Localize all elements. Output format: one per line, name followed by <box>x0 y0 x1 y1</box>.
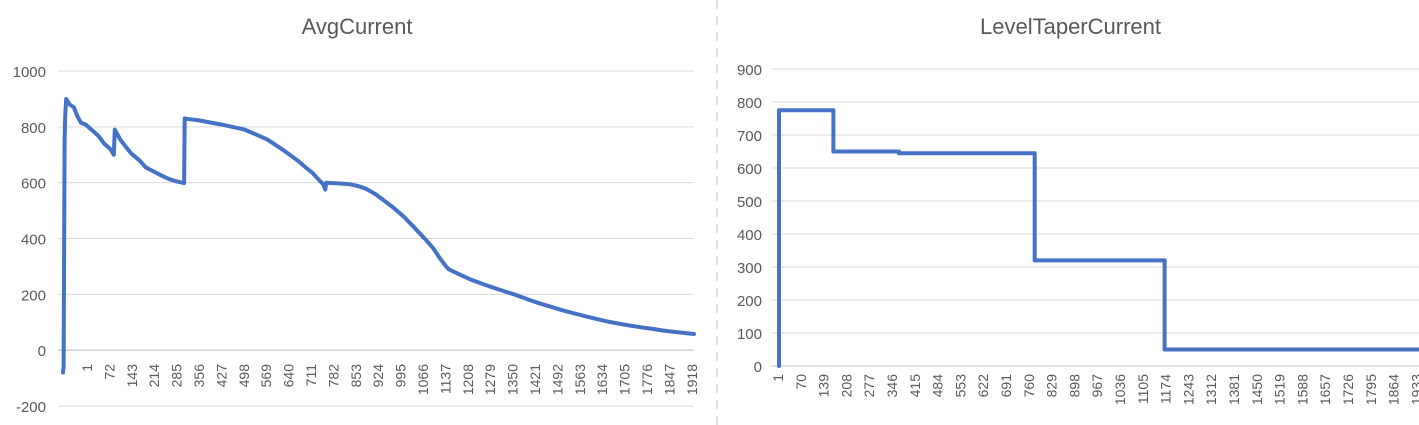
x-tick-label: 898 <box>1066 374 1082 398</box>
x-tick-label: 1421 <box>527 364 543 395</box>
y-tick-label: -200 <box>16 399 46 416</box>
x-tick-label: 1563 <box>572 364 588 395</box>
x-tick-label: 1864 <box>1386 374 1402 405</box>
x-tick-label: 967 <box>1089 374 1105 398</box>
x-tick-label: 1381 <box>1226 374 1242 405</box>
y-tick-label: 300 <box>737 260 762 277</box>
x-tick-label: 143 <box>124 364 140 388</box>
y-tick-label: 900 <box>737 62 762 79</box>
x-tick-label: 553 <box>952 374 968 398</box>
divider <box>716 0 718 425</box>
chart-title: AvgCurrent <box>301 14 413 39</box>
x-tick-label: 484 <box>930 374 946 398</box>
x-tick-label: 691 <box>998 374 1014 398</box>
x-tick-label: 208 <box>838 374 854 398</box>
x-tick-label: 622 <box>975 374 991 398</box>
y-tick-label: 800 <box>737 95 762 112</box>
x-tick-label: 1066 <box>415 364 431 395</box>
x-tick-label: 415 <box>907 374 923 398</box>
chart-plot-area: 0 100 200 300 400 500 600 700 800 900 1 70 139 208 277… <box>737 62 1419 405</box>
x-tick-label: 356 <box>191 364 207 388</box>
x-tick-label: 1 <box>770 374 786 382</box>
y-tick-label: 600 <box>21 176 46 193</box>
y-tick-label: 400 <box>21 232 46 249</box>
x-tick-label: 1105 <box>1135 374 1151 404</box>
x-tick-label: 1657 <box>1317 374 1333 405</box>
x-tick-label: 214 <box>146 364 162 388</box>
y-tick-label: 200 <box>737 293 762 310</box>
x-tick-label: 139 <box>816 374 832 398</box>
y-tick-label: 1000 <box>13 64 46 81</box>
x-tick-label: 1312 <box>1203 374 1219 405</box>
series-line <box>777 108 1419 368</box>
y-tick-label: 600 <box>737 161 762 178</box>
x-tick-label: 1 <box>79 364 95 372</box>
x-tick-label: 1705 <box>617 364 633 395</box>
chart-title: LevelTaperCurrent <box>980 14 1161 39</box>
x-tick-label: 1036 <box>1112 374 1128 405</box>
x-tick-label: 1634 <box>594 364 610 395</box>
x-tick-label: 853 <box>348 364 364 388</box>
x-tick-label: 346 <box>884 374 900 398</box>
y-tick-label: 800 <box>21 120 46 137</box>
y-tick-label: 700 <box>737 128 762 145</box>
x-tick-label: 277 <box>861 374 877 398</box>
y-tick-label: 0 <box>38 343 46 360</box>
x-tick-label: 1776 <box>639 364 655 395</box>
x-tick-label: 285 <box>169 364 185 388</box>
x-tick-label: 1918 <box>684 364 700 395</box>
x-tick-label: 782 <box>325 364 341 388</box>
x-tick-label: 1492 <box>549 364 565 395</box>
x-tick-label: 1795 <box>1363 374 1379 405</box>
x-tick-label: 498 <box>236 364 252 388</box>
chart-avgcurrent: AvgCurrent -200 0 200 400 600 800 1000 1 72 143 21… <box>0 0 714 421</box>
x-tick-label: 1350 <box>505 364 521 395</box>
x-tick-label: 1137 <box>437 364 453 394</box>
x-tick-label: 1243 <box>1180 374 1196 405</box>
x-tick-label: 924 <box>370 364 386 388</box>
x-tick-label: 72 <box>101 364 117 380</box>
x-tick-label: 1933 <box>1408 374 1419 405</box>
y-tick-label: 0 <box>754 359 762 376</box>
series-line <box>61 96 696 375</box>
x-tick-label: 1174 <box>1158 374 1174 404</box>
x-tick-label: 1847 <box>661 364 677 395</box>
x-tick-label: 711 <box>303 364 319 387</box>
x-tick-label: 829 <box>1044 374 1060 398</box>
x-tick-label: 760 <box>1021 374 1037 398</box>
x-tick-label: 640 <box>281 364 297 388</box>
y-tick-label: 500 <box>737 194 762 211</box>
x-tick-label: 1450 <box>1249 374 1265 405</box>
x-tick-label: 1208 <box>460 364 476 395</box>
x-tick-label: 569 <box>258 364 274 388</box>
y-tick-label: 200 <box>21 287 46 304</box>
x-tick-label: 1519 <box>1272 374 1288 405</box>
x-tick-label: 1279 <box>482 364 498 395</box>
x-tick-label: 427 <box>213 364 229 388</box>
chart-plot-area: -200 0 200 400 600 800 1000 1 72 143 214 285 356 427 4… <box>13 64 700 416</box>
y-tick-label: 400 <box>737 227 762 244</box>
y-tick-label: 100 <box>737 326 762 343</box>
chart-leveltapercurrent: LevelTaperCurrent 0 100 200 300 400 500 600 700… <box>722 0 1419 421</box>
x-tick-label: 995 <box>393 364 409 388</box>
x-tick-label: 70 <box>793 374 809 390</box>
x-tick-label: 1588 <box>1294 374 1310 405</box>
x-tick-label: 1726 <box>1340 374 1356 405</box>
